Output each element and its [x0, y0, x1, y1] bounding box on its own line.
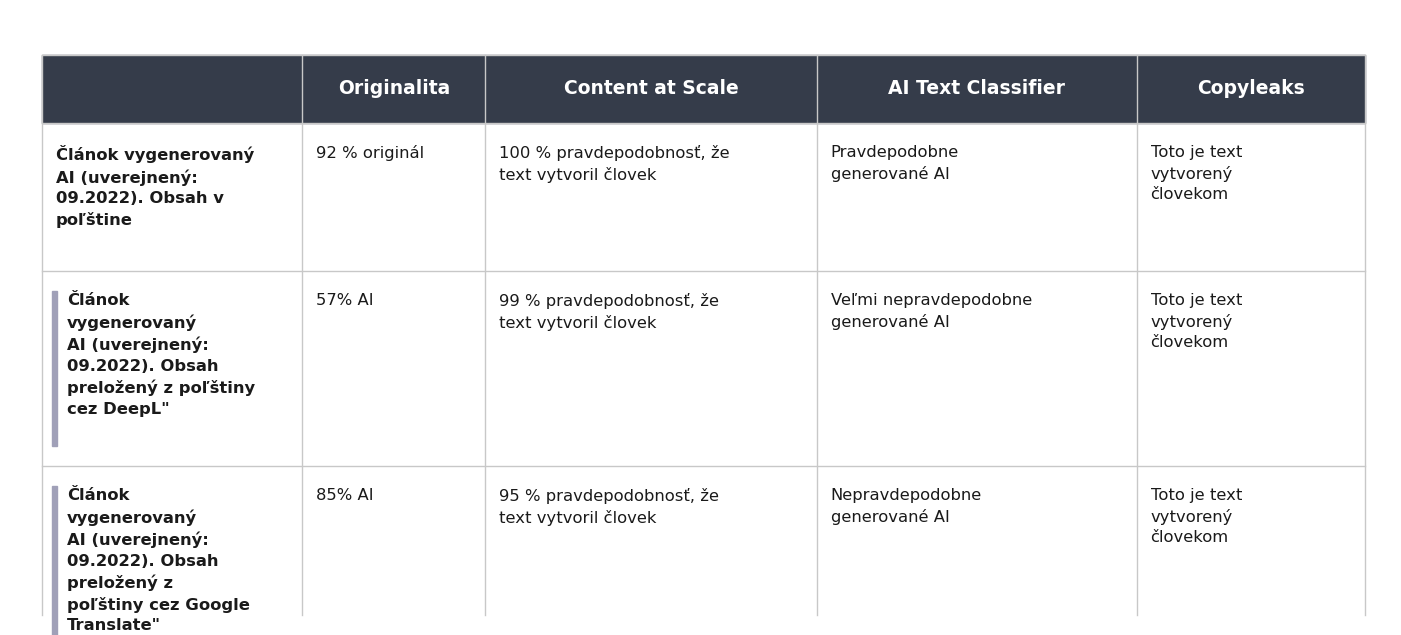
Text: 99 % pravdepodobnosť, že
text vytvoril človek: 99 % pravdepodobnosť, že text vytvoril č… — [499, 293, 719, 331]
Text: Copyleaks: Copyleaks — [1196, 79, 1304, 98]
Text: 57% AI: 57% AI — [317, 293, 374, 308]
Text: Pravdepodobne
generované AI: Pravdepodobne generované AI — [831, 145, 958, 182]
Text: Článok
vygenerovaný
AI (uverejnený:
09.2022). Obsah
preložený z poľštiny
cez Dee: Článok vygenerovaný AI (uverejnený: 09.2… — [67, 293, 255, 417]
Text: AI Text Classifier: AI Text Classifier — [888, 79, 1065, 98]
Text: 92 % originál: 92 % originál — [317, 145, 425, 161]
Text: Toto je text
vytvorený
človekom: Toto je text vytvorený človekom — [1150, 488, 1241, 545]
Bar — [42, 466, 1365, 635]
Text: 85% AI: 85% AI — [317, 488, 374, 503]
Bar — [42, 271, 1365, 466]
Text: Toto je text
vytvorený
človekom: Toto je text vytvorený človekom — [1150, 145, 1241, 203]
Text: 95 % pravdepodobnosť, že
text vytvoril človek: 95 % pravdepodobnosť, že text vytvoril č… — [499, 488, 719, 526]
Bar — [42, 123, 1365, 271]
Bar — [52, 486, 57, 635]
Text: Toto je text
vytvorený
človekom: Toto je text vytvorený človekom — [1150, 293, 1241, 351]
Text: Nepravdepodobne
generované AI: Nepravdepodobne generované AI — [831, 488, 982, 525]
Text: Článok vygenerovaný
AI (uverejnený:
09.2022). Obsah v
poľštine: Článok vygenerovaný AI (uverejnený: 09.2… — [56, 145, 254, 228]
Bar — [52, 291, 57, 446]
Text: Veľmi nepravdepodobne
generované AI: Veľmi nepravdepodobne generované AI — [831, 293, 1033, 330]
Text: Content at Scale: Content at Scale — [563, 79, 738, 98]
Bar — [42, 55, 1365, 123]
Text: Originalita: Originalita — [338, 79, 450, 98]
Text: Článok
vygenerovaný
AI (uverejnený:
09.2022). Obsah
preložený z
poľštiny cez Goo: Článok vygenerovaný AI (uverejnený: 09.2… — [67, 488, 249, 633]
Text: 100 % pravdepodobnosť, že
text vytvoril človek: 100 % pravdepodobnosť, že text vytvoril … — [499, 145, 730, 183]
